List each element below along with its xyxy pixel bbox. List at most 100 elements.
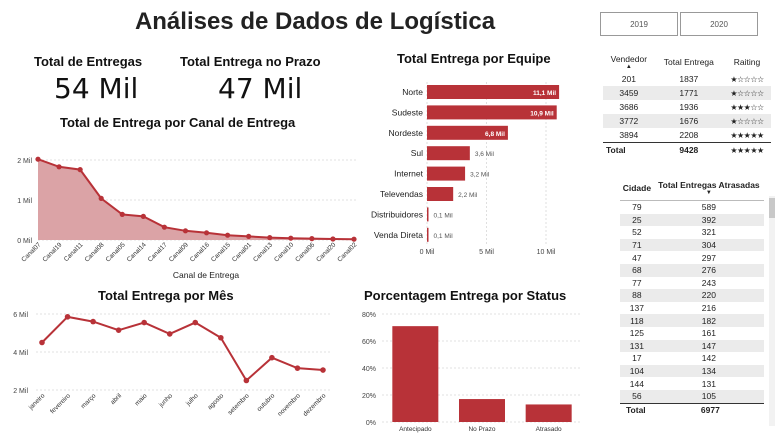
table-row[interactable]: 52 321: [620, 226, 764, 239]
table-row[interactable]: 3459 1771 ★☆☆☆☆: [603, 86, 771, 100]
table-row[interactable]: 79 589: [620, 201, 764, 214]
x-tick-label: Canal13: [252, 241, 274, 263]
table-row[interactable]: 118 182: [620, 314, 764, 327]
vendedor-id: 3686: [619, 102, 639, 112]
data-point: [351, 236, 357, 242]
col-header-total-entrega[interactable]: Total Entrega: [663, 57, 714, 67]
table-row[interactable]: 17 142: [620, 352, 764, 365]
table-row[interactable]: 201 1837 ★☆☆☆☆: [603, 72, 771, 86]
y-tick-label: 0 Mil: [17, 238, 32, 245]
cidade-id: 56: [620, 389, 654, 403]
cidade-table: Cidade Total Entregas Atrasadas ▼ 79 589 25…: [620, 178, 764, 417]
scrollbar-thumb[interactable]: [769, 198, 775, 218]
x-tick-label: janeiro: [27, 392, 47, 412]
bar: [427, 105, 557, 120]
col-header-raiting[interactable]: Raiting: [733, 57, 761, 67]
data-label: 0,1 Mil: [434, 233, 454, 240]
kpi-prazo-label: Total Entrega no Prazo: [180, 54, 321, 69]
y-category-label: Televendas: [380, 189, 423, 199]
col-header-entregas-atrasadas[interactable]: Total Entregas Atrasadas ▼: [653, 178, 764, 201]
data-label: 2,2 Mil: [458, 192, 478, 199]
year-filter-2020[interactable]: 2020: [680, 12, 758, 36]
kpi-total-label: Total de Entregas: [34, 54, 143, 69]
cidade-id: 144: [629, 378, 644, 389]
x-axis-label: Canal de Entrega: [173, 270, 239, 280]
data-label: 3,6 Mil: [475, 151, 495, 158]
bar: [427, 85, 560, 99]
x-tick-label: Canal08: [84, 241, 106, 263]
x-tick-label: Atrasado: [536, 426, 562, 433]
cidade-id: 47: [632, 252, 642, 263]
bar: [525, 404, 572, 422]
vendedor-total-value: 9428: [654, 142, 724, 157]
table-row[interactable]: 131 147: [620, 339, 764, 353]
vendedor-total: 1676: [654, 114, 724, 128]
x-tick-label: outubro: [256, 392, 277, 413]
vendedor-id: 3459: [603, 86, 655, 100]
x-tick-label: junho: [157, 392, 174, 409]
x-tick-label: fevereiro: [49, 392, 72, 415]
x-tick-label: Canal09: [168, 241, 190, 263]
data-point: [115, 327, 122, 333]
table-row[interactable]: 25 392: [620, 213, 764, 227]
status-chart-title: Porcentagem Entrega por Status: [364, 288, 567, 303]
data-label: 0,1 Mil: [434, 212, 454, 219]
bar: [427, 125, 508, 140]
y-tick-label: 1 Mil: [17, 198, 32, 205]
y-tick-label: 80%: [362, 312, 376, 319]
col-header-vendedor[interactable]: Vendedor ▲: [603, 52, 655, 72]
vendedor-total: 1771: [654, 86, 724, 100]
x-tick-label: julho: [184, 392, 200, 408]
x-tick-label: Canal02: [336, 241, 358, 263]
sort-asc-icon: ▲: [625, 64, 632, 70]
cidade-id: 104: [620, 364, 654, 378]
table-row[interactable]: 3894 2208 ★★★★★: [603, 128, 771, 143]
y-tick-label: 4 Mil: [13, 350, 28, 357]
data-label: 11,1 Mil: [533, 90, 556, 97]
data-point: [90, 318, 96, 325]
table-row[interactable]: 3772 1676 ★☆☆☆☆: [603, 114, 771, 128]
cidade-total-label: Total: [620, 402, 654, 417]
cidade-id: 68: [620, 263, 654, 277]
area-fill: [38, 159, 354, 240]
year-filter-2019[interactable]: 2019: [600, 12, 678, 36]
cidade-atrasadas: 161: [701, 328, 716, 339]
table-row[interactable]: 56 105: [620, 389, 764, 403]
table-row[interactable]: 144 131: [620, 377, 764, 390]
table-row[interactable]: 77 243: [620, 277, 764, 290]
cidade-id: 52: [632, 227, 642, 238]
x-tick-label: Canal14: [126, 241, 148, 263]
cidade-table-container[interactable]: Cidade Total Entregas Atrasadas ▼ 79 589 25…: [620, 178, 772, 436]
data-point: [98, 195, 104, 201]
x-tick-label: 0 Mil: [420, 249, 435, 256]
x-tick-label: Canal10: [273, 241, 295, 263]
table-row[interactable]: 3686 1936 ★★★☆☆: [603, 100, 771, 114]
x-tick-label: abril: [109, 392, 123, 406]
table-row[interactable]: 68 276: [620, 263, 764, 277]
vendedor-id: 3772: [603, 114, 655, 128]
y-tick-label: 60%: [362, 339, 376, 346]
cidade-atrasadas: 142: [701, 353, 716, 364]
x-tick-label: setembro: [227, 392, 251, 416]
table-row[interactable]: 88 220: [620, 289, 764, 302]
cidade-scrollbar[interactable]: [769, 196, 775, 426]
y-category-label: Sul: [411, 148, 423, 158]
data-point: [141, 319, 147, 326]
bar: [427, 207, 429, 222]
equipe-bar-chart: 0 Mil 5 Mil 10 Mil Norte 11,1 Mil Sudeste 10,9…: [371, 82, 560, 256]
x-tick-label: Canal16: [189, 241, 211, 263]
table-row[interactable]: 125 161: [620, 327, 764, 340]
data-point: [39, 339, 45, 346]
canal-chart-title: Total de Entrega por Canal de Entrega: [60, 115, 296, 130]
x-tick-label: 10 Mil: [537, 249, 556, 256]
table-row[interactable]: 137 216: [620, 302, 764, 315]
col-header-cidade[interactable]: Cidade: [620, 178, 654, 201]
bar: [459, 399, 505, 422]
data-point: [161, 224, 167, 230]
table-row[interactable]: 47 297: [620, 251, 764, 264]
rating-stars-icon: ★☆☆☆☆: [723, 114, 771, 128]
table-row[interactable]: 71 304: [620, 238, 764, 252]
cidade-id: 17: [632, 353, 642, 364]
cidade-atrasadas: 589: [701, 202, 716, 213]
table-row[interactable]: 104 134: [620, 364, 764, 378]
